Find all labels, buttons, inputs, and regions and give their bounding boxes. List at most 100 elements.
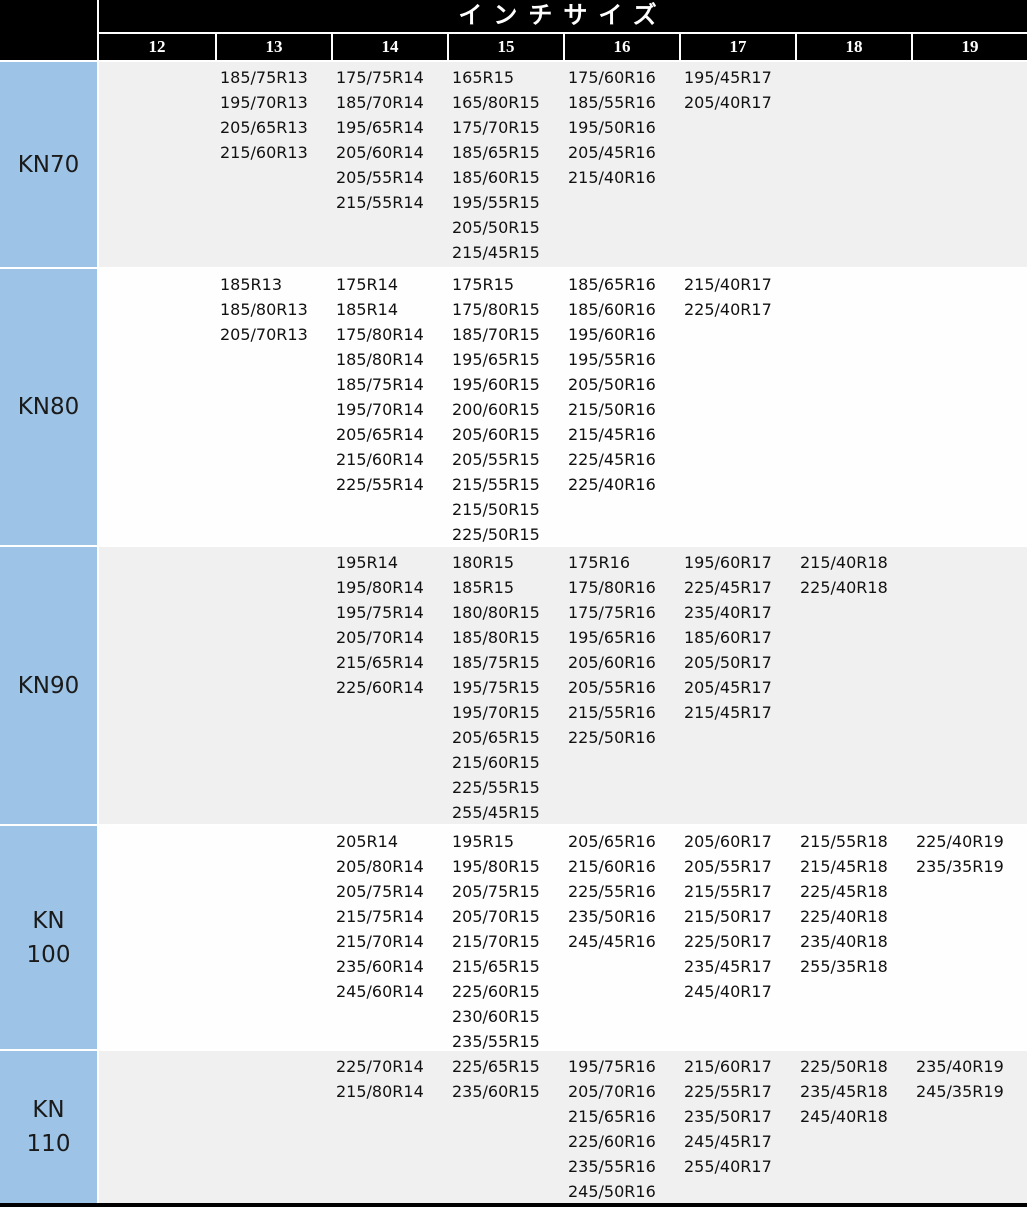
size-cell: 175/75R14 185/70R14 195/65R14 205/60R14 205/… — [331, 62, 447, 267]
tire-size: 165R15 — [452, 68, 515, 87]
table-header: インチサイズ 12 13 14 15 16 17 18 19 — [0, 0, 1027, 60]
column-header: 13 — [215, 34, 331, 60]
tire-size: 205/60R14 — [336, 143, 424, 162]
tire-size: 195R15 — [452, 832, 515, 851]
tire-size: 225/50R18 — [800, 1057, 888, 1076]
size-cell: 175R15 175/80R15 185/70R15 195/65R15 195/60R… — [447, 269, 563, 545]
tire-size: 195/75R16 — [568, 1057, 656, 1076]
tire-size: 225/55R17 — [684, 1082, 772, 1101]
size-cell — [911, 269, 1027, 545]
row-cells: 205R14 205/80R14 205/75R14 215/75R14 215/70R… — [99, 826, 1027, 1051]
tire-size: 225/55R16 — [568, 882, 656, 901]
size-cell: 175R14 185R14 175/80R14 185/80R14 185/75R14 1… — [331, 269, 447, 545]
size-cell — [795, 269, 911, 545]
size-cell: 195R14 195/80R14 195/75R14 205/70R14 215/65R… — [331, 547, 447, 824]
tire-size: 205/75R15 — [452, 882, 540, 901]
size-cell — [215, 826, 331, 1049]
tire-size: 215/45R17 — [684, 703, 772, 722]
table-row: KN 110 225/70R14 215/80R14 225/65R15 235/60R1… — [0, 1049, 1027, 1203]
size-cell: 205R14 205/80R14 205/75R14 215/75R14 215/70R… — [331, 826, 447, 1049]
tire-size: 235/40R18 — [800, 932, 888, 951]
size-cell: 165R15 165/80R15 175/70R15 185/65R15 185/60R… — [447, 62, 563, 267]
tire-size: 175/80R16 — [568, 578, 656, 597]
tire-size: 225/40R19 — [916, 832, 1004, 851]
tire-size: 205/55R14 — [336, 168, 424, 187]
tire-size: 205/50R15 — [452, 218, 540, 237]
tire-size: 205/55R17 — [684, 857, 772, 876]
size-cell: 225/65R15 235/60R15 — [447, 1051, 563, 1203]
tire-size: 255/35R18 — [800, 957, 888, 976]
tire-size: 195/60R17 — [684, 553, 772, 572]
tire-size: 225/40R18 — [800, 907, 888, 926]
tire-size: 195/80R14 — [336, 578, 424, 597]
tire-size: 215/65R16 — [568, 1107, 656, 1126]
tire-size: 235/50R16 — [568, 907, 656, 926]
size-cell: 215/40R18 225/40R18 — [795, 547, 911, 824]
row-label: KN70 — [0, 62, 99, 267]
tire-size: 205/45R16 — [568, 143, 656, 162]
column-header: 18 — [795, 34, 911, 60]
bottom-border — [0, 1203, 1027, 1207]
tire-size: 205/75R14 — [336, 882, 424, 901]
tire-size: 195/55R16 — [568, 350, 656, 369]
size-cell: 225/70R14 215/80R14 — [331, 1051, 447, 1203]
tire-size: 205/70R16 — [568, 1082, 656, 1101]
tire-size: 195/75R14 — [336, 603, 424, 622]
tire-size: 185/80R13 — [220, 300, 308, 319]
tire-size: 245/60R14 — [336, 982, 424, 1001]
tire-size: 235/50R17 — [684, 1107, 772, 1126]
row-label-line: KN90 — [17, 672, 80, 699]
tire-size: 185R15 — [452, 578, 515, 597]
row-label-line: KN80 — [17, 394, 80, 420]
tire-size: 245/40R18 — [800, 1107, 888, 1126]
tire-size: 185/80R14 — [336, 350, 424, 369]
tire-size: 175R16 — [568, 553, 631, 572]
size-cell: 215/60R17 225/55R17 235/50R17 245/45R17 255/… — [679, 1051, 795, 1203]
tire-size: 195/60R16 — [568, 325, 656, 344]
tire-size: 225/60R15 — [452, 982, 540, 1001]
size-cell: 185/75R13 195/70R13 205/65R13 215/60R13 — [215, 62, 331, 267]
tire-size: 205/55R15 — [452, 450, 540, 469]
tire-size: 225/50R16 — [568, 728, 656, 747]
row-label: KN 110 — [0, 1051, 99, 1203]
size-cell — [215, 547, 331, 824]
tire-size: 215/45R18 — [800, 857, 888, 876]
tire-size: 185/75R14 — [336, 375, 424, 394]
column-header: 17 — [679, 34, 795, 60]
tire-size: 225/40R17 — [684, 300, 772, 319]
tire-size: 215/50R15 — [452, 500, 540, 519]
tire-size: 185/75R13 — [220, 68, 308, 87]
tire-size: 225/60R14 — [336, 678, 424, 697]
size-cell — [795, 62, 911, 267]
header-right: インチサイズ 12 13 14 15 16 17 18 19 — [99, 0, 1027, 60]
tire-size: 185/75R15 — [452, 653, 540, 672]
size-cell — [99, 1051, 215, 1203]
column-header: 16 — [563, 34, 679, 60]
tire-size: 185R13 — [220, 275, 283, 294]
tire-size: 185/80R15 — [452, 628, 540, 647]
tire-size: 205/55R16 — [568, 678, 656, 697]
tire-size: 245/45R17 — [684, 1132, 772, 1151]
row-label: KN80 — [0, 269, 99, 545]
tire-size: 215/40R16 — [568, 168, 656, 187]
column-header: 19 — [911, 34, 1027, 60]
tire-size: 205/60R15 — [452, 425, 540, 444]
size-cell: 180R15 185R15 180/80R15 185/80R15 185/75R15 1… — [447, 547, 563, 824]
tire-size: 205/65R13 — [220, 118, 308, 137]
tire-size: 195/70R13 — [220, 93, 308, 112]
tire-size: 235/45R18 — [800, 1082, 888, 1101]
tire-size: 225/45R17 — [684, 578, 772, 597]
tire-size: 215/45R16 — [568, 425, 656, 444]
tire-size: 215/70R15 — [452, 932, 540, 951]
size-cell — [911, 62, 1027, 267]
tire-size: 205/65R15 — [452, 728, 540, 747]
tire-size: 175R15 — [452, 275, 515, 294]
tire-size: 235/60R15 — [452, 1082, 540, 1101]
size-cell: 185/65R16 185/60R16 195/60R16 195/55R16 205/… — [563, 269, 679, 545]
tire-size: 185R14 — [336, 300, 399, 319]
tire-size: 195/50R16 — [568, 118, 656, 137]
tire-size: 195/45R17 — [684, 68, 772, 87]
tire-size: 175/75R16 — [568, 603, 656, 622]
tire-size: 175/80R14 — [336, 325, 424, 344]
